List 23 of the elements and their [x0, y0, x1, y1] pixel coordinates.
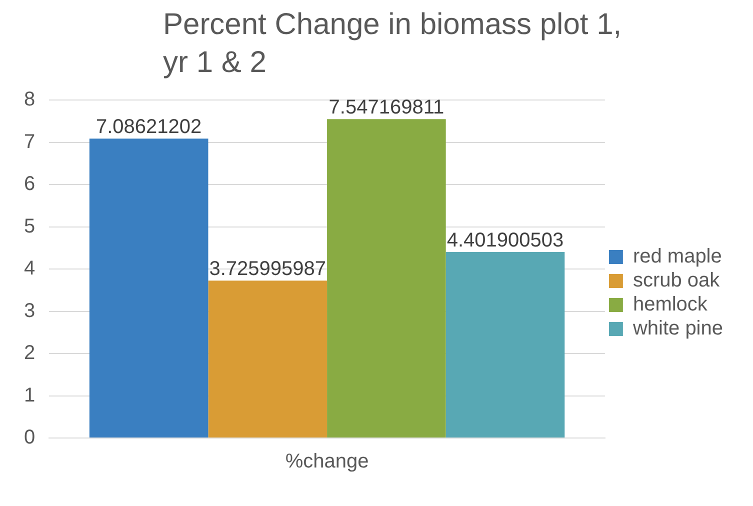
legend-label: red maple: [632, 246, 722, 268]
data-label: 3.725995987: [209, 258, 326, 280]
y-tick-label: 6: [24, 173, 36, 196]
bar: [208, 280, 328, 438]
y-tick-label: 0: [24, 426, 36, 449]
chart-title: Percent Change in biomass plot 1, yr 1 & 2: [163, 7, 623, 81]
y-tick-label: 3: [24, 300, 36, 322]
legend-label: scrub oak: [632, 270, 721, 292]
x-tick-label: %change: [285, 450, 369, 473]
y-tick-label: 8: [24, 88, 36, 111]
y-tick-label: 4: [24, 258, 36, 280]
data-label: 4.401900503: [446, 230, 564, 252]
legend-label: white pine: [632, 318, 724, 340]
legend-label: hemlock: [632, 294, 708, 316]
y-tick-label: 7: [24, 130, 36, 153]
data-label: 7.08621202: [96, 116, 202, 138]
bar: [327, 119, 446, 438]
y-tick-label: 5: [24, 215, 36, 238]
y-tick-label: 1: [24, 384, 36, 406]
bar: [446, 252, 565, 438]
bar: [89, 138, 208, 438]
y-tick-label: 2: [24, 342, 36, 364]
data-label: 7.547169811: [328, 96, 444, 119]
